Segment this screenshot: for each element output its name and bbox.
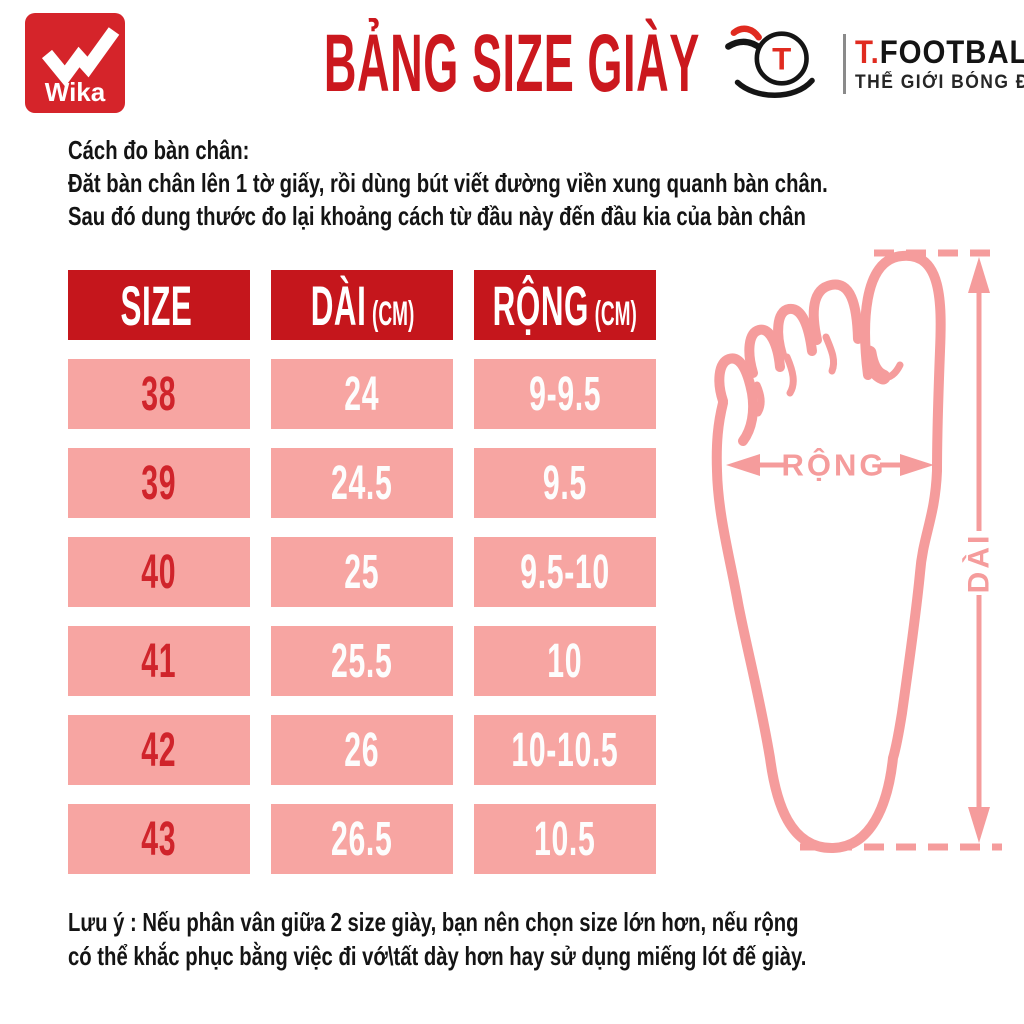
table-cell-length: 26.5 [271,804,453,874]
wika-logo-graphic: Wika [25,13,125,113]
tfootball-logo: T T.FOOTBALL THẾ GIỚI BÓNG ĐÁ [722,22,1024,106]
instructions-heading: Cách đo bàn chân: [68,135,250,165]
table-cell-width: 9-9.5 [474,359,656,429]
table-cell-width: 9.5-10 [474,537,656,607]
brand-main: FOOTBALL [879,33,1024,70]
foot-outline-icon: DÀI RỘNG [711,249,1002,854]
table-cell-length: 25.5 [271,626,453,696]
table-cell-width: 10 [474,626,656,696]
table-cell-length: 24 [271,359,453,429]
size-table: SIZE DÀI (CM) RỘNG (CM) 38 24 9-9.5 39 24.… [68,270,656,874]
col-header-length: DÀI (CM) [271,270,453,340]
table-cell-width: 9.5 [474,448,656,518]
wika-logo: Wika [24,12,126,114]
circle-letter: T [772,42,791,77]
table-cell-size: 43 [68,804,250,874]
second-toe-crease [822,333,838,375]
instructions-line-2: Sau đó dung thước đo lại khoảng cách từ … [68,201,806,231]
table-cell-width: 10.5 [474,804,656,874]
col-header-length-label: DÀI [310,273,366,337]
page-title: BẢNG SIZE GIÀY [0,12,1024,116]
table-cell-length: 24.5 [271,448,453,518]
length-arrowhead-up [968,257,990,293]
table-cell-size: 39 [68,448,250,518]
table-cell-length: 25 [271,537,453,607]
big-toe-base-stroke [861,345,891,385]
wika-logo-text: Wika [45,77,106,107]
note-line-2: có thể khắc phục bằng việc đi vớ\tất dày… [68,941,807,971]
length-dimension-label: DÀI [962,533,996,594]
table-cell-size: 41 [68,626,250,696]
page-title-text: BẢNG SIZE GIÀY [323,18,701,109]
boot-red-accent [730,25,762,41]
table-cell-size: 42 [68,715,250,785]
third-toe-crease [783,353,797,397]
logo-circle [754,31,809,86]
col-header-width-label: RỘNG [492,273,590,337]
football-boot-icon: T [725,25,815,99]
width-arrowhead-right [900,454,934,476]
width-dimension-label: RỘNG [782,447,887,483]
brand-prefix: T. [855,33,880,70]
tfootball-logo-text: T.FOOTBALL THẾ GIỚI BÓNG ĐÁ [855,35,1024,94]
width-arrowhead-left [726,454,760,476]
third-toe-outline [773,304,817,360]
measuring-instructions: Cách đo bàn chân: Đăt bàn chân lên 1 tờ … [68,134,1024,233]
table-cell-size: 38 [68,359,250,429]
col-header-size: SIZE [68,270,250,340]
second-toe-outline [808,279,863,345]
col-header-length-unit: (CM) [371,294,414,333]
col-header-width-unit: (CM) [594,294,638,333]
foot-measurement-diagram: DÀI RỘNG [690,243,1010,869]
little-toe-outline [714,353,759,446]
size-advice-note: Lưu ý : Nếu phân vân giữa 2 size giày, b… [68,905,1015,973]
brand-tagline: THẾ GIỚI BÓNG ĐÁ [855,71,1024,93]
table-cell-width: 10-10.5 [474,715,656,785]
brand-name: T.FOOTBALL [855,35,1024,69]
fourth-toe-outline [744,324,785,378]
col-header-size-label: SIZE [120,273,193,337]
table-cell-length: 26 [271,715,453,785]
big-toe-base-flick [879,361,904,381]
length-arrowhead-down [968,807,990,843]
col-header-width: RỘNG (CM) [474,270,656,340]
note-line-1: Lưu ý : Nếu phân vân giữa 2 size giày, b… [68,907,799,937]
table-cell-size: 40 [68,537,250,607]
fourth-toe-crease [753,381,765,417]
foot-body-outline [711,250,946,854]
boot-swoosh-stroke [734,77,815,99]
w-checkmark-icon [41,27,120,87]
logo-divider [843,34,846,94]
instructions-line-1: Đăt bàn chân lên 1 tờ giấy, rồi dùng bút… [68,168,828,198]
